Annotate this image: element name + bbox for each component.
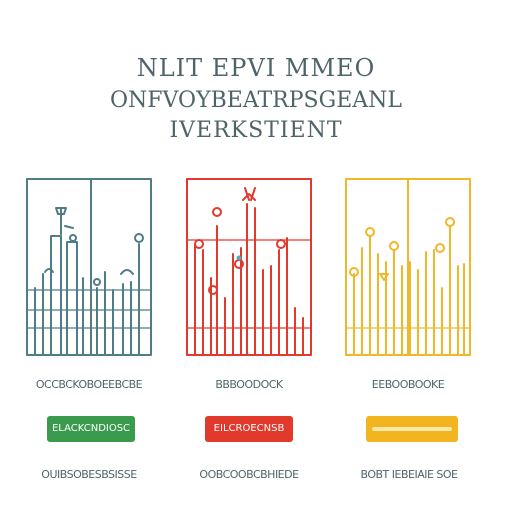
yellow-chart-illustration (345, 178, 471, 356)
red-panel-frame (186, 178, 312, 356)
teal-chart-panel (25, 178, 153, 358)
green-button[interactable]: ELACKCNDIOSC (47, 416, 135, 442)
teal-chart-illustration (26, 178, 152, 356)
title-line-2: ONFVOYBEATRPSGEANL (109, 88, 402, 113)
red-chart-panel (185, 178, 313, 358)
yellow-chart-panel (344, 178, 472, 358)
title-line-1: NLIT EPVI MMEO (136, 54, 376, 82)
teal-bars (34, 235, 140, 356)
red-bars (194, 203, 304, 356)
teal-caption: OCCBCKOBOEEBCBE (35, 378, 143, 391)
yellow-bars (353, 225, 465, 356)
red-chart-illustration (186, 178, 312, 356)
red-caption: BBBOODOCK (215, 378, 283, 391)
yellow-footer-text: BOBT IEBEIAIE SOE (360, 468, 458, 481)
red-button[interactable]: EILCROECNSB (205, 416, 293, 442)
yellow-button[interactable] (366, 416, 458, 442)
red-footer-text: OOBCOOBCBHIEDE (199, 468, 299, 481)
teal-footer-text: OUIBSOBESBSISSE (41, 468, 137, 481)
teal-panel-frame (26, 178, 152, 356)
yellow-caption: EEBOOBOOKE (371, 378, 445, 391)
title-line-3: IVERKSTIENT (169, 118, 343, 143)
